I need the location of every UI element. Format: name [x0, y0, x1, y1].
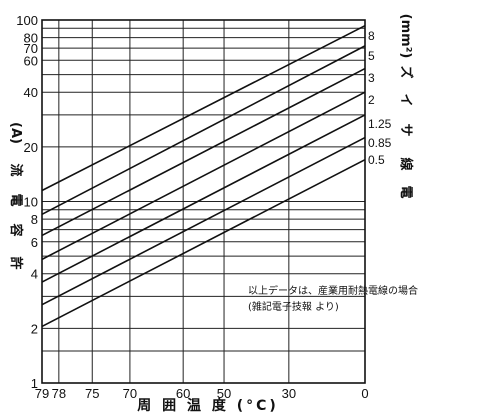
series-label-5: 5: [368, 49, 375, 63]
x-axis-title: 周 囲 温 度 (°C): [137, 397, 279, 414]
series-label-0.5: 0.5: [368, 153, 385, 167]
y-axis-title-char: (A): [8, 122, 23, 144]
y-tick-label: 8: [31, 212, 38, 227]
x-tick-label: 30: [282, 386, 296, 401]
series-label-1.25: 1.25: [368, 117, 392, 131]
y-tick-label: 4: [31, 267, 38, 282]
x-tick-label: 70: [123, 386, 137, 401]
y-tick-label: 70: [24, 41, 38, 56]
series-line-5: [41, 45, 366, 216]
axis-layer: [41, 19, 366, 384]
y-axis-title-char: 電: [8, 193, 23, 206]
series-label-2: 2: [368, 93, 375, 107]
x-tick-label: 0: [361, 386, 368, 401]
right-axis-title-char: (mm²): [398, 14, 413, 59]
y-axis-title-char: 許: [8, 256, 24, 269]
right-axis-title-char: イ: [398, 93, 413, 106]
right-axis-title-char: 電: [398, 185, 413, 198]
series-line-2: [41, 91, 366, 261]
y-tick-label: 10: [24, 195, 38, 210]
annotation-line-2: (雑記電子技報 より): [248, 300, 339, 313]
annotation-line-1: 以上データは、産業用耐熱電線の場合: [248, 284, 418, 297]
series-line-0.5: [41, 158, 366, 328]
right-axis-title-char: 線: [398, 157, 414, 171]
series-label-3: 3: [368, 71, 375, 85]
plot-frame: [41, 19, 366, 384]
y-tick-label: 1: [31, 376, 38, 391]
y-tick-label: 20: [24, 140, 38, 155]
y-tick-label: 100: [16, 13, 38, 28]
y-tick-label: 60: [24, 53, 38, 68]
series-layer: [41, 25, 366, 328]
x-tick-label: 50: [217, 386, 231, 401]
x-tick-label: 60: [176, 386, 190, 401]
y-axis-title-char: 容: [8, 222, 24, 236]
y-tick-label: 40: [24, 85, 38, 100]
y-tick-label: 6: [31, 235, 38, 250]
right-axis-title-char: サ: [398, 123, 413, 136]
y-tick-label: 80: [24, 31, 38, 46]
x-tick-label: 79: [35, 386, 49, 401]
y-axis-title-char: 流: [8, 163, 24, 176]
y-tick-label: 2: [31, 321, 38, 336]
grid-layer: [41, 19, 366, 384]
series-line-0.85: [41, 136, 366, 306]
series-label-0.85: 0.85: [368, 136, 392, 150]
series-label-8: 8: [368, 29, 375, 43]
right-axis-title-char: ズ: [398, 65, 414, 78]
series-line-8: [41, 25, 366, 192]
series-line-1.25: [41, 114, 366, 283]
x-tick-label: 75: [85, 386, 99, 401]
x-tick-label: 78: [52, 386, 66, 401]
series-line-3: [41, 67, 366, 237]
